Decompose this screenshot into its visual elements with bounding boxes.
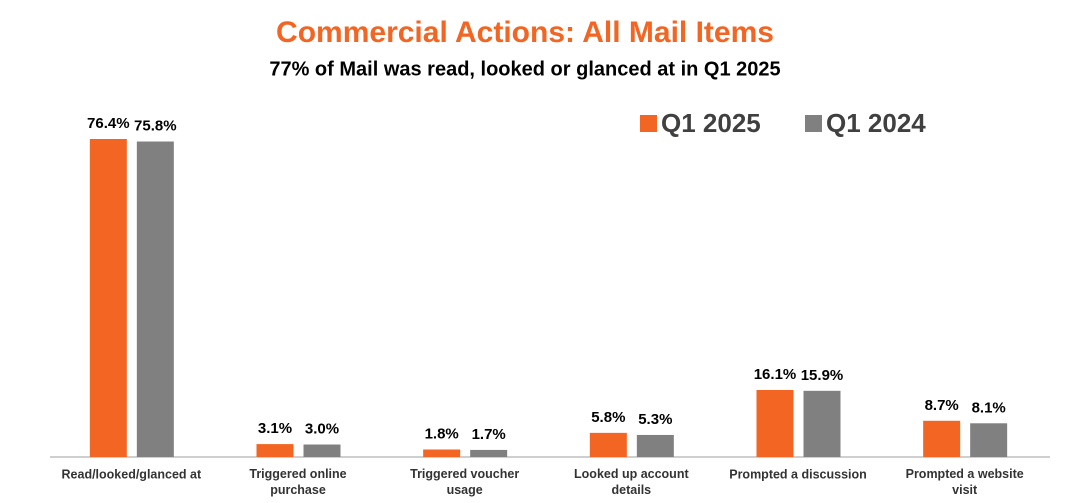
bar [423, 449, 461, 457]
value-label: 1.7% [472, 426, 506, 443]
x-tick-label: Read/looked/glanced at [62, 467, 202, 481]
legend-swatch [640, 115, 657, 132]
value-label: 8.1% [972, 399, 1006, 416]
x-tick-label: Prompted a website visit [906, 467, 1024, 497]
x-tick-label: Triggered online purchase [249, 467, 346, 497]
value-label: 15.9% [801, 367, 844, 384]
value-label: 75.8% [134, 117, 177, 134]
legend-label: Q1 2024 [826, 108, 926, 138]
value-label: 3.0% [305, 420, 339, 437]
bar [303, 444, 341, 457]
bar [89, 139, 127, 457]
chart-title: Commercial Actions: All Mail Items [276, 16, 774, 49]
bar [470, 449, 508, 457]
value-label: 16.1% [754, 366, 797, 383]
value-label: 5.3% [638, 411, 672, 428]
chart-subtitle: 77% of Mail was read, looked or glanced … [269, 58, 780, 80]
value-label: 3.1% [258, 420, 292, 437]
value-label: 8.7% [925, 397, 959, 414]
value-label: 76.4% [87, 115, 130, 132]
value-label: 5.8% [591, 409, 625, 426]
bar [803, 390, 841, 457]
bar [136, 141, 174, 457]
x-tick-label: Looked up account details [574, 467, 689, 497]
legend-swatch [805, 115, 822, 132]
value-label: 1.8% [425, 425, 459, 442]
bar [756, 389, 794, 457]
bar [589, 432, 627, 457]
bar [636, 434, 674, 457]
bar [256, 444, 294, 457]
bar [923, 420, 961, 457]
bar [970, 423, 1008, 457]
x-tick-label: Triggered voucher usage [410, 467, 519, 497]
x-tick-label: Prompted a discussion [729, 467, 867, 481]
legend-label: Q1 2025 [661, 108, 761, 138]
